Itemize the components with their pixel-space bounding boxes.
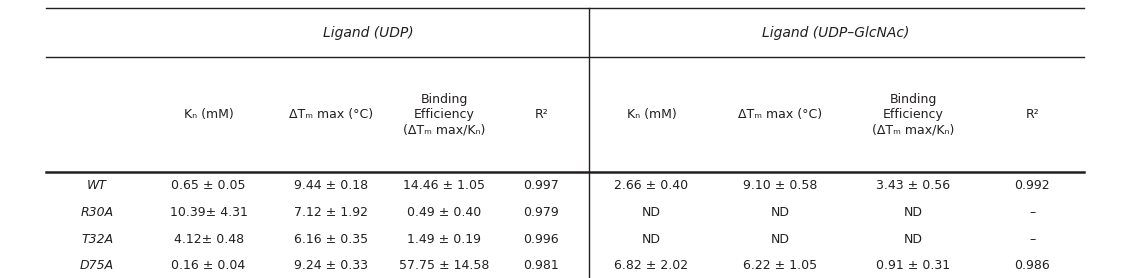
Text: 10.39± 4.31: 10.39± 4.31 xyxy=(169,206,248,219)
Text: 6.22 ± 1.05: 6.22 ± 1.05 xyxy=(743,259,817,272)
Text: R²: R² xyxy=(534,108,549,121)
Text: 0.986: 0.986 xyxy=(1014,259,1050,272)
Text: ND: ND xyxy=(770,233,790,245)
Text: 3.43 ± 0.56: 3.43 ± 0.56 xyxy=(877,179,950,192)
Text: 2.66 ± 0.40: 2.66 ± 0.40 xyxy=(615,179,688,192)
Text: 0.992: 0.992 xyxy=(1014,179,1050,192)
Text: 9.10 ± 0.58: 9.10 ± 0.58 xyxy=(743,179,817,192)
Text: D75A: D75A xyxy=(80,259,114,272)
Text: –: – xyxy=(1029,233,1036,245)
Text: 7.12 ± 1.92: 7.12 ± 1.92 xyxy=(295,206,368,219)
Text: 14.46 ± 1.05: 14.46 ± 1.05 xyxy=(403,179,485,192)
Text: 0.981: 0.981 xyxy=(523,259,559,272)
Text: ND: ND xyxy=(770,206,790,219)
Text: Ligand (UDP): Ligand (UDP) xyxy=(323,26,414,40)
Text: 0.997: 0.997 xyxy=(523,179,559,192)
Text: ND: ND xyxy=(904,206,922,219)
Text: Kₙ (mM): Kₙ (mM) xyxy=(184,108,233,121)
Text: ΔTₘ max (°C): ΔTₘ max (°C) xyxy=(738,108,822,121)
Text: WT: WT xyxy=(87,179,107,192)
Text: 0.91 ± 0.31: 0.91 ± 0.31 xyxy=(877,259,950,272)
Text: Binding
Efficiency
(ΔTₘ max/Kₙ): Binding Efficiency (ΔTₘ max/Kₙ) xyxy=(402,93,486,136)
Text: 0.979: 0.979 xyxy=(523,206,559,219)
Text: 9.44 ± 0.18: 9.44 ± 0.18 xyxy=(295,179,368,192)
Text: R30A: R30A xyxy=(81,206,113,219)
Text: ΔTₘ max (°C): ΔTₘ max (°C) xyxy=(289,108,374,121)
Text: R²: R² xyxy=(1025,108,1039,121)
Text: T32A: T32A xyxy=(81,233,113,245)
Text: 6.16 ± 0.35: 6.16 ± 0.35 xyxy=(295,233,368,245)
Text: 57.75 ± 14.58: 57.75 ± 14.58 xyxy=(399,259,489,272)
Text: ND: ND xyxy=(642,233,661,245)
Text: Kₙ (mM): Kₙ (mM) xyxy=(626,108,677,121)
Text: 0.49 ± 0.40: 0.49 ± 0.40 xyxy=(407,206,481,219)
Text: 6.82 ± 2.02: 6.82 ± 2.02 xyxy=(615,259,688,272)
Text: 0.65 ± 0.05: 0.65 ± 0.05 xyxy=(171,179,246,192)
Text: 1.49 ± 0.19: 1.49 ± 0.19 xyxy=(407,233,481,245)
Text: –: – xyxy=(1029,206,1036,219)
Text: ND: ND xyxy=(642,206,661,219)
Text: 0.16 ± 0.04: 0.16 ± 0.04 xyxy=(171,259,246,272)
Text: 4.12± 0.48: 4.12± 0.48 xyxy=(174,233,243,245)
Text: Ligand (UDP–GlcNAc): Ligand (UDP–GlcNAc) xyxy=(762,26,910,40)
Text: Binding
Efficiency
(ΔTₘ max/Kₙ): Binding Efficiency (ΔTₘ max/Kₙ) xyxy=(872,93,954,136)
Text: 0.996: 0.996 xyxy=(523,233,559,245)
Text: ND: ND xyxy=(904,233,922,245)
Text: 9.24 ± 0.33: 9.24 ± 0.33 xyxy=(295,259,368,272)
